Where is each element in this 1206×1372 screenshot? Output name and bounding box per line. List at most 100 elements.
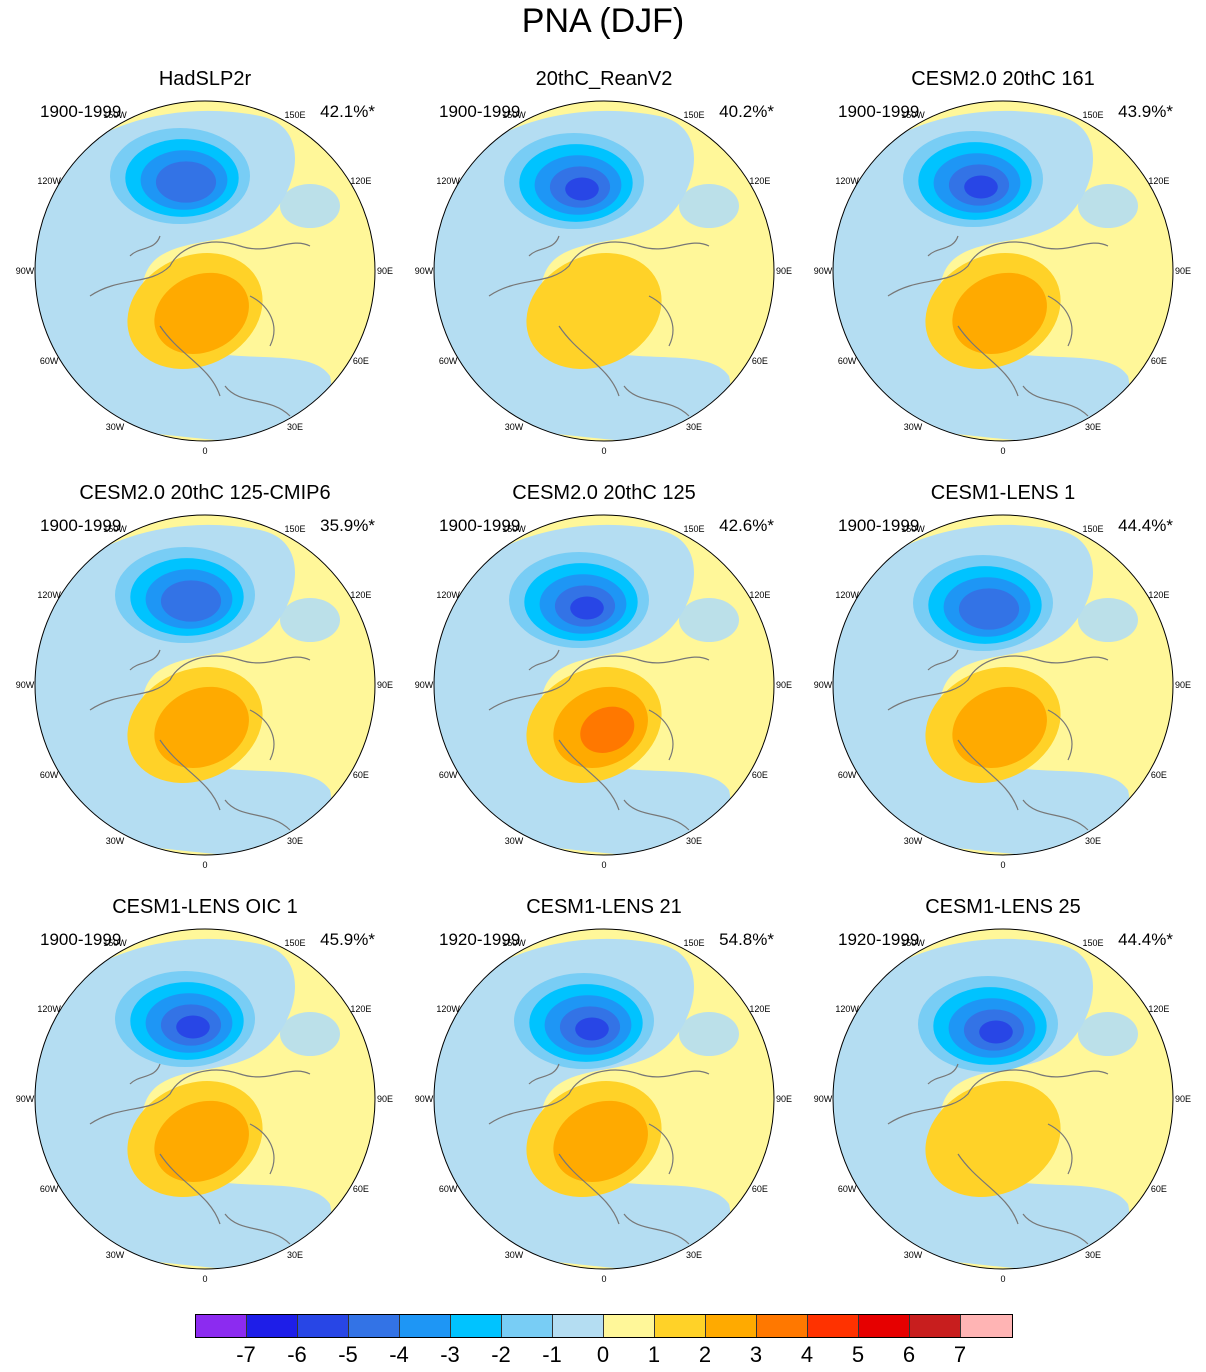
degree-label: 120W	[436, 176, 460, 186]
colorbar-label: 0	[596, 1342, 610, 1367]
colorbar-box	[859, 1315, 910, 1337]
coastline	[887, 1063, 1109, 1245]
panel-period: 1920-1999	[838, 930, 920, 949]
polar-map: 180150E120E90E60E30E030W60W90W120W150W	[16, 100, 393, 456]
colorbar-label: 2	[698, 1342, 712, 1367]
degree-label: 60W	[40, 356, 59, 366]
degree-label: 0	[1000, 860, 1005, 870]
negative-contour	[565, 177, 599, 201]
degree-label: 60W	[838, 356, 857, 366]
degree-label: 120E	[350, 1004, 371, 1014]
degree-label: 150W	[502, 938, 526, 948]
positive-contour	[952, 272, 1047, 354]
panel-variance: 45.9%*	[320, 930, 375, 949]
degree-label: 120E	[1148, 176, 1169, 186]
panel-title: CESM2.0 20thC 125-CMIP6	[79, 482, 331, 504]
polar-map: 180150E120E90E60E30E030W60W90W120W150W	[415, 100, 792, 456]
degree-label: 90W	[814, 680, 833, 690]
colorbar-label: 3	[749, 1342, 763, 1367]
degree-label: 30E	[1085, 836, 1101, 846]
degree-label: 120E	[1148, 1004, 1169, 1014]
degree-label: 30W	[106, 422, 125, 432]
panel-title: CESM2.0 20thC 125	[512, 482, 696, 504]
panel-title: 20thC_ReanV2	[535, 68, 673, 90]
degree-label: 150W	[103, 110, 127, 120]
degree-label: 60W	[40, 770, 59, 780]
degree-label: 30W	[505, 836, 524, 846]
degree-label: 30W	[106, 836, 125, 846]
colorbar-box	[910, 1315, 961, 1337]
degree-label: 30E	[1085, 1250, 1101, 1260]
colorbar-label: 5	[851, 1342, 865, 1367]
degree-label: 30W	[904, 836, 923, 846]
colorbar-box	[808, 1315, 859, 1337]
degree-label: 90E	[377, 266, 393, 276]
polar-map: 180150E120E90E60E30E030W60W90W120W150W	[415, 928, 792, 1284]
degree-label: 150E	[683, 110, 704, 120]
map-panel: CESM2.0 20thC 1251900-199942.6%*180150E1…	[409, 482, 799, 882]
degree-label: 30W	[505, 422, 524, 432]
degree-label: 30W	[505, 1250, 524, 1260]
panel-variance: 40.2%*	[719, 102, 774, 121]
map-panel: CESM1-LENS 251920-199944.4%*180150E120E9…	[808, 896, 1198, 1296]
negative-anomaly-region	[833, 110, 1130, 441]
degree-label: 150W	[502, 110, 526, 120]
map-panel: CESM2.0 20thC 1611900-199943.9%*180150E1…	[808, 68, 1198, 468]
panel-title: CESM1-LENS OIC 1	[112, 896, 298, 918]
polar-map: 180150E120E90E60E30E030W60W90W120W150W	[415, 514, 792, 870]
coastline	[887, 649, 1109, 831]
map-panel: CESM2.0 20thC 125-CMIP61900-199935.9%*18…	[10, 482, 400, 882]
degree-label: 120W	[37, 590, 61, 600]
panel-period: 1900-1999	[838, 516, 920, 535]
degree-label: 90W	[16, 680, 35, 690]
figure-title: PNA (DJF)	[521, 2, 685, 40]
degree-label: 120W	[835, 176, 859, 186]
degree-label: 60E	[1151, 1184, 1167, 1194]
colorbar-box	[757, 1315, 808, 1337]
degree-label: 120W	[436, 590, 460, 600]
degree-label: 60E	[353, 356, 369, 366]
polar-map: 180150E120E90E60E30E030W60W90W120W150W	[814, 100, 1191, 456]
degree-label: 150W	[103, 524, 127, 534]
panel-period: 1920-1999	[439, 930, 521, 949]
degree-label: 90E	[776, 680, 792, 690]
degree-label: 60W	[439, 770, 458, 780]
negative-contour	[570, 596, 604, 620]
map-boundary	[433, 928, 775, 1270]
panel-variance: 35.9%*	[320, 516, 375, 535]
degree-label: 90W	[16, 1094, 35, 1104]
positive-contour	[154, 1100, 249, 1182]
degree-label: 60W	[439, 1184, 458, 1194]
colorbar-label: -3	[440, 1342, 460, 1367]
degree-label: 60W	[838, 770, 857, 780]
degree-label: 60E	[1151, 356, 1167, 366]
coastline	[488, 649, 710, 831]
degree-label: 90W	[415, 266, 434, 276]
degree-label: 30E	[287, 836, 303, 846]
colorbar-label: 7	[953, 1342, 967, 1367]
panel-title: CESM2.0 20thC 161	[911, 68, 1095, 90]
polar-map: 180150E120E90E60E30E030W60W90W120W150W	[814, 514, 1191, 870]
degree-label: 30W	[106, 1250, 125, 1260]
coastline	[887, 235, 1109, 417]
positive-contour	[526, 253, 662, 369]
colorbar-labels: -7 -6 -5 -4 -3 -2 -1 0 1 2 3 4 5 6 7	[0, 1342, 1206, 1372]
panel-period: 1900-1999	[40, 102, 122, 121]
degree-label: 90E	[1175, 1094, 1191, 1104]
degree-label: 60E	[1151, 770, 1167, 780]
colorbar-label: -4	[389, 1342, 409, 1367]
degree-label: 90W	[814, 266, 833, 276]
map-boundary	[34, 514, 376, 856]
degree-label: 30W	[904, 1250, 923, 1260]
degree-label: 150E	[1082, 110, 1103, 120]
coastline	[488, 1063, 710, 1245]
colorbar-box	[247, 1315, 298, 1337]
degree-label: 30E	[1085, 422, 1101, 432]
positive-contour	[553, 1100, 648, 1182]
degree-label: 120W	[835, 1004, 859, 1014]
positive-contour	[580, 706, 635, 754]
degree-label: 0	[1000, 1274, 1005, 1284]
degree-label: 150W	[901, 110, 925, 120]
colorbar-box	[298, 1315, 349, 1337]
map-panel: 20thC_ReanV21900-199940.2%*180150E120E90…	[409, 68, 799, 468]
